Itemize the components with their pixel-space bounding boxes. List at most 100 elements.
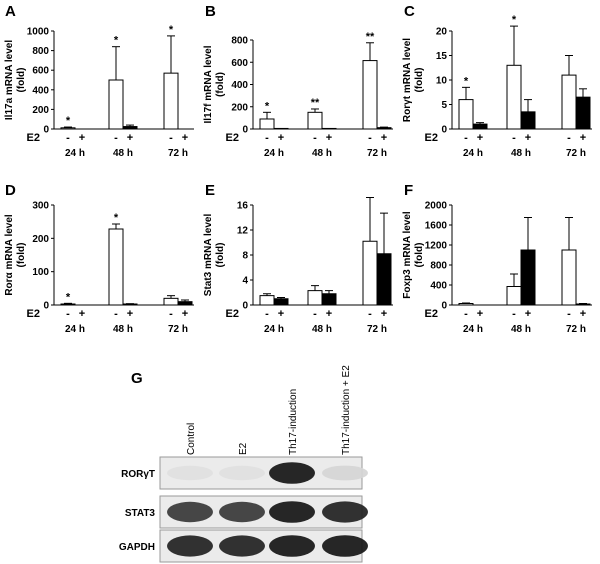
blot-band bbox=[219, 535, 265, 557]
lane-label: Th17-induction + E2 bbox=[341, 365, 352, 455]
time-group-label: 24 h bbox=[463, 324, 483, 335]
y-tick-label: 5 bbox=[441, 100, 447, 111]
blot-band bbox=[167, 535, 213, 557]
blot-band bbox=[219, 465, 265, 481]
plus-sign: + bbox=[182, 132, 188, 144]
y-tick-label: 600 bbox=[231, 58, 248, 69]
blot-band bbox=[322, 535, 368, 557]
panel-letter: B bbox=[205, 3, 216, 20]
lane-label: Th17-induction bbox=[288, 389, 299, 455]
lane-label: Control bbox=[186, 423, 197, 455]
treatment-label: E2 bbox=[27, 308, 40, 320]
y-tick-label: 0 bbox=[441, 301, 447, 312]
significance-marker: ** bbox=[366, 31, 375, 43]
time-group-label: 24 h bbox=[264, 148, 284, 159]
bar-72h-e2-minus bbox=[561, 249, 577, 306]
y-tick-label: 600 bbox=[32, 66, 49, 77]
treatment-label: E2 bbox=[425, 308, 438, 320]
minus-sign: - bbox=[265, 308, 269, 320]
bar-72h-e2-minus bbox=[163, 72, 179, 130]
panel-letter: G bbox=[131, 370, 143, 387]
panel-letter: D bbox=[5, 182, 16, 199]
minus-sign: - bbox=[368, 308, 372, 320]
y-tick-label: 4 bbox=[242, 276, 248, 287]
bar-48h-e2-plus bbox=[520, 249, 536, 306]
time-group-label: 24 h bbox=[65, 324, 85, 335]
bar-48h-e2-minus bbox=[307, 111, 323, 130]
significance-marker: ** bbox=[311, 97, 320, 109]
blot-band bbox=[167, 465, 213, 481]
treatment-label: E2 bbox=[226, 132, 239, 144]
y-axis-label: Rorγt mRNA level(fold) bbox=[402, 38, 425, 122]
bar-72h-e2-plus bbox=[376, 127, 392, 130]
treatment-label: E2 bbox=[27, 132, 40, 144]
minus-sign: - bbox=[368, 132, 372, 144]
y-tick-label: 0 bbox=[43, 125, 49, 136]
panel-letter: F bbox=[404, 182, 413, 199]
minus-sign: - bbox=[313, 308, 317, 320]
time-group-label: 48 h bbox=[312, 148, 332, 159]
blot-row-label: GAPDH bbox=[119, 542, 155, 553]
y-tick-label: 20 bbox=[436, 27, 448, 38]
bar-48h-e2-plus bbox=[520, 111, 536, 130]
bar-48h-e2-minus bbox=[108, 228, 124, 306]
bar-48h-e2-plus bbox=[122, 126, 138, 130]
blot-band bbox=[269, 501, 315, 523]
y-tick-label: 800 bbox=[430, 261, 447, 272]
y-tick-label: 0 bbox=[441, 125, 447, 136]
significance-marker: * bbox=[114, 212, 119, 224]
y-tick-label: 2000 bbox=[425, 201, 448, 212]
plus-sign: + bbox=[525, 308, 531, 320]
y-axis-label: Stat3 mRNA level(fold) bbox=[203, 214, 226, 297]
time-group-label: 48 h bbox=[511, 148, 531, 159]
significance-marker: * bbox=[265, 100, 270, 112]
minus-sign: - bbox=[512, 308, 516, 320]
plus-sign: + bbox=[381, 308, 387, 320]
bar-72h-e2-plus bbox=[575, 303, 591, 306]
bar-72h-e2-plus bbox=[177, 301, 193, 306]
bar-72h-e2-minus bbox=[561, 74, 577, 130]
minus-sign: - bbox=[464, 132, 468, 144]
bar-48h-e2-minus bbox=[506, 286, 522, 306]
bar-72h-e2-minus bbox=[362, 240, 378, 306]
minus-sign: - bbox=[114, 132, 118, 144]
bar-24h-e2-minus bbox=[458, 99, 474, 130]
time-group-label: 24 h bbox=[264, 324, 284, 335]
time-group-label: 72 h bbox=[566, 324, 586, 335]
bar-24h-e2-plus bbox=[273, 298, 289, 306]
y-tick-label: 300 bbox=[32, 201, 49, 212]
time-group-label: 48 h bbox=[113, 148, 133, 159]
y-tick-label: 12 bbox=[237, 226, 249, 237]
time-group-label: 24 h bbox=[65, 148, 85, 159]
blot-band bbox=[322, 501, 368, 523]
bar-72h-e2-minus bbox=[163, 297, 179, 306]
y-axis-label: Rorα mRNA level(fold) bbox=[4, 214, 27, 296]
y-tick-label: 800 bbox=[231, 36, 248, 47]
minus-sign: - bbox=[464, 308, 468, 320]
y-tick-label: 800 bbox=[32, 46, 49, 57]
plus-sign: + bbox=[580, 308, 586, 320]
minus-sign: - bbox=[265, 132, 269, 144]
significance-marker: * bbox=[169, 24, 174, 36]
panel-letter: E bbox=[205, 182, 215, 199]
minus-sign: - bbox=[313, 132, 317, 144]
bar-24h-e2-minus bbox=[458, 303, 474, 306]
y-tick-label: 1600 bbox=[425, 221, 448, 232]
time-group-label: 48 h bbox=[113, 324, 133, 335]
y-tick-label: 100 bbox=[32, 267, 49, 278]
time-group-label: 24 h bbox=[463, 148, 483, 159]
western-blot: G Control E2 Th17-induction Th17-induction +… bbox=[119, 365, 368, 563]
blot-band bbox=[269, 462, 315, 484]
plus-sign: + bbox=[79, 308, 85, 320]
time-group-label: 48 h bbox=[312, 324, 332, 335]
blot-band bbox=[269, 535, 315, 557]
plus-sign: + bbox=[127, 132, 133, 144]
lane-label: E2 bbox=[238, 442, 249, 455]
y-tick-label: 200 bbox=[231, 102, 248, 113]
